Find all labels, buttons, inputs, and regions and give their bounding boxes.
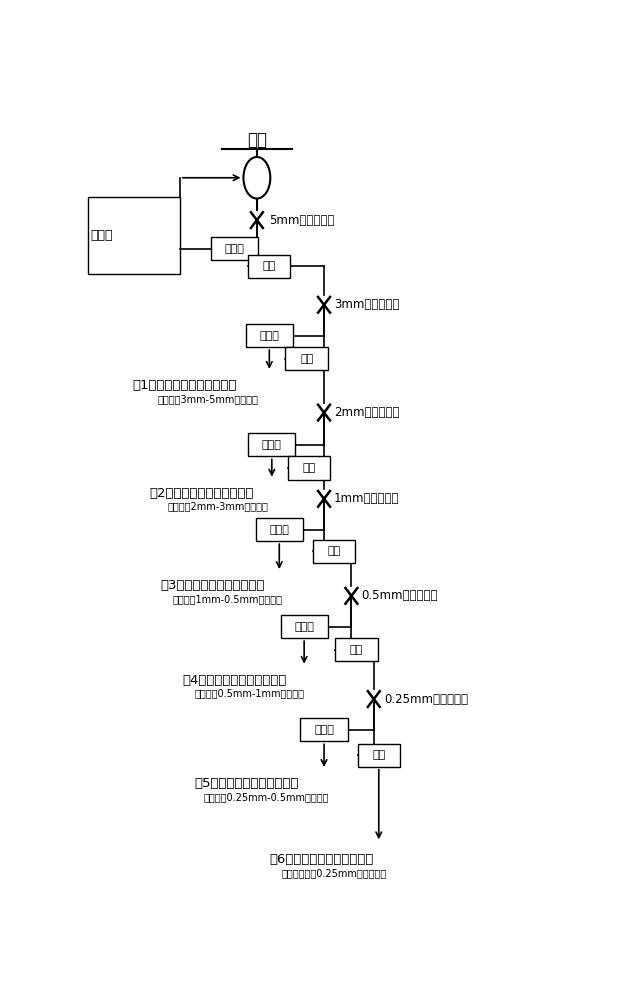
Text: 第1粒级（无机物和有机物）: 第1粒级（无机物和有机物） — [132, 379, 237, 392]
Text: 第4粒级（无机物和有机物）: 第4粒级（无机物和有机物） — [182, 674, 286, 687]
Text: 1mm筛孔的筛网: 1mm筛孔的筛网 — [334, 492, 399, 505]
Bar — [248, 255, 290, 278]
Text: 0.5mm筛孔的筛网: 0.5mm筛孔的筛网 — [361, 589, 438, 602]
Text: 未通过: 未通过 — [259, 331, 279, 341]
Text: 5mm筛孔的筛网: 5mm筛孔的筛网 — [270, 214, 334, 227]
Text: 通过: 通过 — [302, 463, 316, 473]
Text: 尺寸为：0.25mm-0.5mm粒级碎粒: 尺寸为：0.25mm-0.5mm粒级碎粒 — [204, 793, 329, 803]
Text: 未通过: 未通过 — [262, 440, 282, 450]
Text: 2mm筛孔的筛网: 2mm筛孔的筛网 — [334, 406, 399, 419]
Text: 未通过: 未通过 — [314, 725, 334, 735]
Text: 未通过: 未通过 — [270, 525, 289, 535]
Text: 3mm筛孔的筛网: 3mm筛孔的筛网 — [334, 298, 399, 311]
Bar — [256, 518, 303, 541]
Text: 第2粒级（无机物和有机物）: 第2粒级（无机物和有机物） — [149, 487, 254, 500]
Bar — [88, 197, 180, 274]
Bar — [211, 237, 258, 260]
Text: 通过: 通过 — [350, 645, 363, 655]
Bar — [288, 456, 330, 480]
Bar — [246, 324, 293, 347]
Text: 通过: 通过 — [327, 546, 341, 556]
Text: 原料: 原料 — [247, 131, 267, 149]
Text: 尺寸为：2mm-3mm粒级碎粒: 尺寸为：2mm-3mm粒级碎粒 — [168, 502, 268, 512]
Bar — [300, 718, 348, 741]
Text: 第5粒级（无机物和有机物）: 第5粒级（无机物和有机物） — [195, 777, 299, 790]
Text: 第3粒级（无机物和有机物）: 第3粒级（无机物和有机物） — [161, 579, 265, 592]
Bar — [281, 615, 328, 638]
Text: 0.25mm筛孔的筛网: 0.25mm筛孔的筛网 — [384, 693, 468, 706]
Text: 尺寸为：1mm-0.5mm粒级碎粒: 尺寸为：1mm-0.5mm粒级碎粒 — [172, 594, 282, 604]
Text: 未通过: 未通过 — [225, 244, 245, 254]
Bar — [286, 347, 328, 370]
Text: 再粉碎: 再粉碎 — [90, 229, 113, 242]
Bar — [358, 744, 400, 767]
Text: 未通过: 未通过 — [294, 622, 314, 632]
Text: 通过: 通过 — [372, 750, 385, 760]
Text: 尺寸为：0.5mm-1mm粒级碎粒: 尺寸为：0.5mm-1mm粒级碎粒 — [195, 689, 305, 699]
Text: 尺寸为：小于0.25mm的粒级碎粒: 尺寸为：小于0.25mm的粒级碎粒 — [282, 868, 387, 878]
Bar — [313, 540, 355, 563]
Text: 通过: 通过 — [263, 261, 276, 271]
Text: 第6粒级（无机物和有机物）: 第6粒级（无机物和有机物） — [270, 853, 374, 866]
Bar — [248, 433, 295, 456]
Text: 尺寸为：3mm-5mm粒级碎粒: 尺寸为：3mm-5mm粒级碎粒 — [157, 394, 258, 404]
Text: 通过: 通过 — [300, 354, 313, 364]
Bar — [335, 638, 377, 661]
